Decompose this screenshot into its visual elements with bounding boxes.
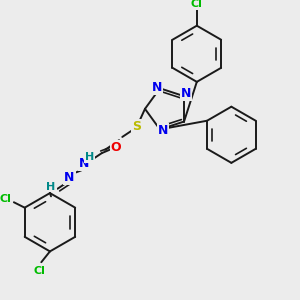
Text: H: H bbox=[46, 182, 56, 192]
Text: N: N bbox=[158, 124, 168, 137]
Text: N: N bbox=[152, 81, 162, 94]
Text: H: H bbox=[85, 152, 94, 163]
Text: O: O bbox=[110, 141, 121, 154]
Text: N: N bbox=[79, 158, 90, 170]
Text: N: N bbox=[181, 88, 191, 100]
Text: N: N bbox=[64, 172, 75, 184]
Text: Cl: Cl bbox=[0, 194, 11, 204]
Text: Cl: Cl bbox=[33, 266, 45, 276]
Text: Cl: Cl bbox=[191, 0, 203, 9]
Text: S: S bbox=[132, 120, 141, 133]
